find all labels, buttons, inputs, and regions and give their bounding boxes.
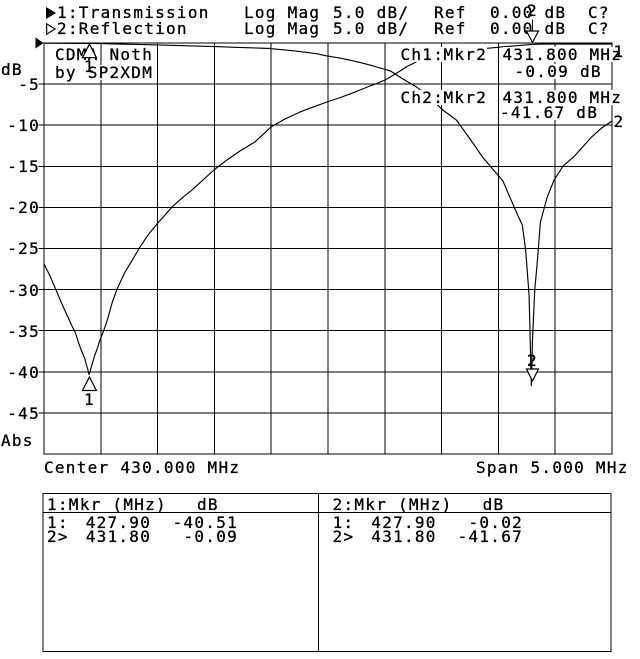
mkr-table-1-row2-db: -0.09	[183, 527, 238, 546]
marker-number: 2	[527, 351, 538, 371]
y-tick--25: -25	[7, 239, 40, 258]
mkr-table-1-header: 1:Mkr (MHz)	[47, 494, 167, 514]
ch1-active-arrow-icon	[46, 7, 56, 19]
trace-2-reflection	[43, 42, 613, 387]
y-tick--30: -30	[7, 281, 40, 300]
ref-level-arrow-icon	[35, 37, 44, 49]
ch2-measurement-label: 2:Reflection	[57, 19, 188, 38]
mkr-table-2-row1-db: -0.02	[468, 512, 523, 532]
title-word-3: by	[55, 63, 77, 82]
trace2-edge-label: 2	[613, 112, 625, 131]
y-tick--10: -10	[7, 116, 40, 135]
ch1-readout-channel: Ch1:	[400, 45, 445, 64]
y-axis-unit: dB	[1, 60, 23, 79]
ch2-readout-channel: Ch2:	[400, 87, 445, 107]
ch2-readout-frequency: 431.800	[502, 87, 579, 107]
ch2-ref-label: Ref	[434, 19, 467, 38]
mkr-table-2-row1-n: 1:	[332, 512, 355, 532]
mkr-table-1-row1-freq: 427.90	[85, 512, 152, 532]
mkr-table-1-row2-n: 2>	[47, 527, 69, 546]
ch1-scale: 5.0 dB/	[333, 3, 410, 22]
mkr-table-2-header-db: dB	[482, 494, 505, 514]
marker-number: 1	[83, 390, 95, 410]
y-tick--20: -20	[7, 198, 40, 217]
ch2-readout-marker: Mkr2	[443, 87, 488, 107]
ch1-readout-marker: Mkr2	[443, 45, 488, 64]
ch1-format: Log Mag	[244, 3, 321, 22]
marker-number: 2	[527, 1, 538, 21]
ch2-format: Log Mag	[244, 19, 321, 38]
title-word-2: Noth	[109, 45, 154, 64]
ch1-cal-status: C?	[588, 3, 610, 22]
marker-up-triangle-icon	[81, 375, 98, 392]
marker-down-triangle-icon	[525, 368, 540, 383]
marker-up-triangle-icon	[81, 42, 98, 59]
ch2-ref-value: 0.00 dB	[490, 19, 567, 38]
marker-number: 1	[83, 57, 95, 77]
ch2-readout-value-unit: dB	[576, 102, 599, 122]
marker-down-triangle-icon	[525, 30, 540, 44]
ch2-scale: 5.0 dB/	[333, 19, 410, 38]
ch1-readout-frequency-unit: MHz	[589, 45, 623, 64]
trace1-edge-label: 1	[613, 42, 625, 61]
mkr-table-2-row2-db: -41.67	[457, 527, 523, 546]
y-tick--15: -15	[7, 157, 40, 176]
ch1-measurement-label: 1:Transmission	[57, 3, 210, 22]
mkr-table-1-row2-freq: 431.80	[85, 527, 152, 546]
mkr-table-1-header-db: dB	[197, 494, 219, 514]
ch1-ref-label: Ref	[434, 3, 467, 22]
y-tick--35: -35	[7, 322, 40, 341]
ch2-arrow-icon	[46, 22, 57, 36]
y-tick--5: -5	[18, 75, 40, 94]
ch1-ref-value: 0.00 dB	[490, 3, 567, 22]
span-label: Span 5.000 MHz	[476, 457, 629, 477]
ch1-readout-value-unit: dB	[580, 62, 602, 81]
ch2-cal-status: C?	[588, 19, 610, 38]
center-frequency-label: Center 430.000 MHz	[44, 457, 241, 477]
mkr-table-2-header: 2:Mkr (MHz)	[332, 494, 453, 514]
marker-table-frame	[42, 493, 612, 652]
y-tick--40: -40	[7, 363, 40, 382]
ch1-readout-value: -0.09	[514, 62, 570, 81]
y-tick--45: -45	[7, 404, 40, 423]
mkr-table-2-row1-freq: 427.90	[371, 512, 437, 532]
mkr-table-2-row2-n: 2>	[332, 527, 355, 546]
mkr-table-1-row1-db: -40.51	[172, 512, 238, 532]
title-word-4: SP2XDM	[87, 63, 154, 82]
mkr-table-1-row1-n: 1:	[47, 512, 69, 532]
y-axis-bottom-label: Abs	[1, 431, 34, 450]
mkr-table-2-row2-freq: 431.80	[371, 527, 437, 546]
ch2-readout-value: -41.67	[500, 102, 566, 122]
ch1-readout-frequency: 431.800	[502, 45, 579, 64]
ch2-readout-frequency-unit: MHz	[589, 87, 623, 107]
